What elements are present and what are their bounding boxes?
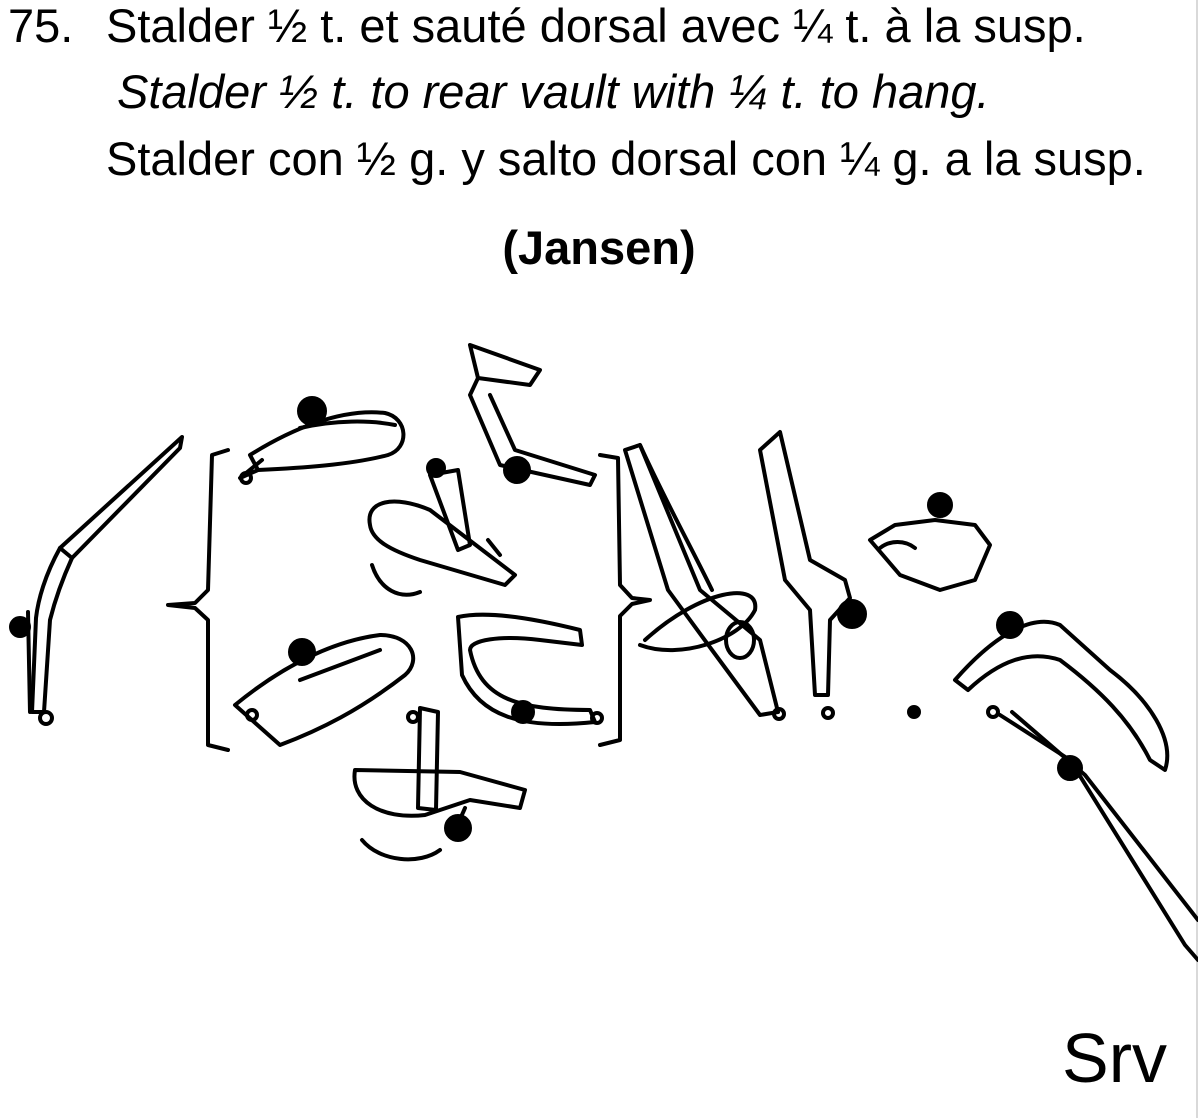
title-french: Stalder ½ t. et sauté dorsal avec ¼ t. à… — [106, 0, 1086, 52]
handstand-figure-icon — [9, 435, 184, 726]
title-spanish: Stalder con ½ g. y salto dorsal con ¼ g.… — [106, 132, 1146, 185]
element-name: (Jansen) — [502, 221, 696, 274]
element-number: 75. — [8, 0, 74, 52]
signature-mark-icon: Srv — [1062, 1022, 1167, 1097]
title-english: Stalder ½ t. to rear vault with ¼ t. to … — [117, 65, 990, 118]
turn-arrow-icon — [623, 443, 786, 721]
bracket-right-icon — [598, 453, 652, 747]
gymnast-figure-icon — [233, 343, 604, 862]
gymnast-figure-icon — [758, 430, 1198, 962]
signature-text: Srv — [1062, 1022, 1167, 1097]
bracket-left-icon — [166, 448, 230, 752]
page-edge — [1196, 0, 1198, 1118]
